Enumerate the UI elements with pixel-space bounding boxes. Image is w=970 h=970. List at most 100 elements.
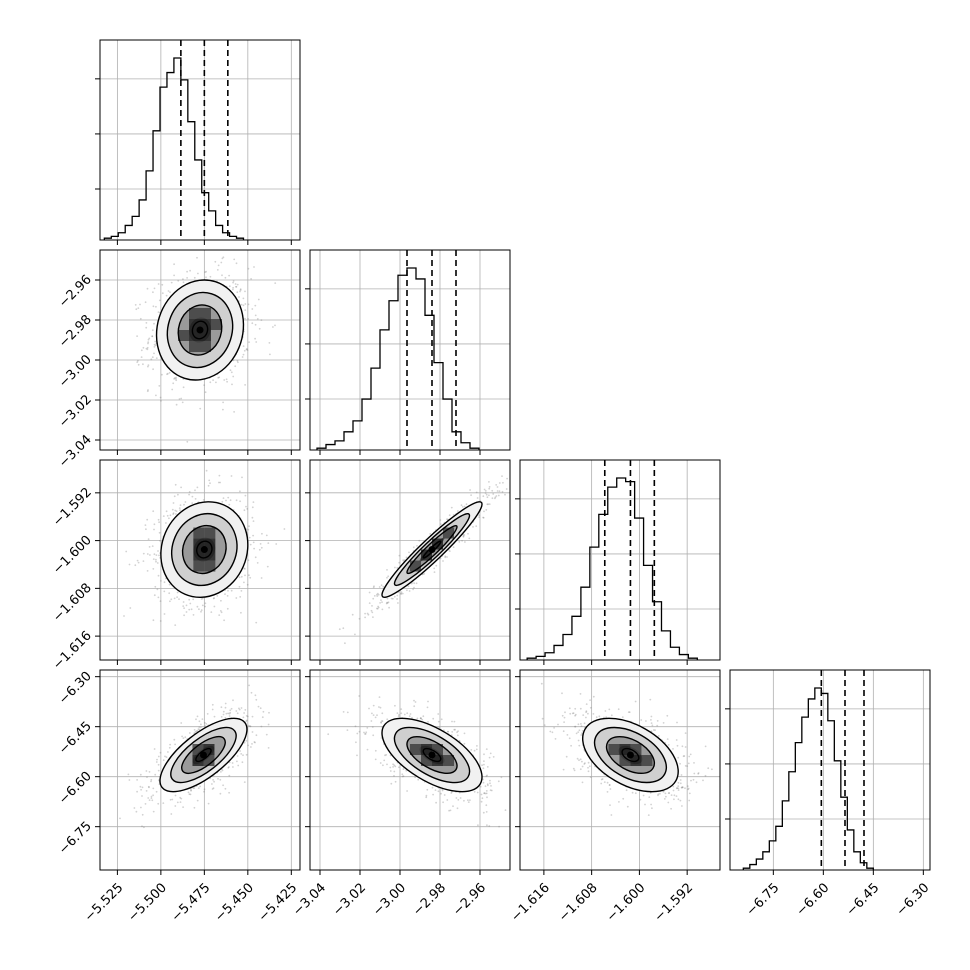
- scatter-point: [144, 803, 147, 805]
- scatter-point: [196, 715, 199, 718]
- hist-panel-3: [725, 669, 931, 871]
- scatter-point: [344, 642, 346, 645]
- scatter-point: [173, 597, 176, 600]
- scatter-point: [128, 779, 131, 781]
- scatter-point: [200, 723, 202, 726]
- scatter-point: [366, 727, 369, 729]
- density-block: [189, 341, 200, 352]
- scatter-point: [386, 576, 388, 579]
- scatter-point: [245, 348, 248, 351]
- scatter-point: [426, 706, 429, 709]
- scatter-point: [175, 379, 178, 382]
- scatter-point: [222, 784, 225, 787]
- scatter-point: [244, 568, 246, 570]
- scatter-point: [172, 513, 175, 515]
- scatter-point: [378, 586, 381, 588]
- scatter-point: [483, 792, 486, 794]
- scatter-point: [246, 348, 248, 350]
- scatter-point: [374, 716, 377, 719]
- scatter-point: [147, 785, 150, 788]
- scatter-point: [144, 524, 147, 526]
- scatter-point: [463, 799, 465, 802]
- scatter-point: [141, 795, 143, 797]
- scatter-point: [587, 766, 589, 769]
- scatter-point: [168, 517, 170, 520]
- scatter-point: [378, 696, 381, 698]
- scatter-point: [193, 787, 196, 789]
- scatter-point: [417, 778, 420, 781]
- scatter-point: [150, 778, 153, 781]
- scatter-point: [383, 759, 386, 762]
- scatter-point: [158, 299, 161, 302]
- scatter-point: [449, 809, 452, 812]
- scatter-point: [161, 283, 164, 286]
- scatter-point: [485, 790, 488, 792]
- scatter-point: [248, 525, 250, 528]
- contour-line-0: [195, 747, 212, 763]
- scatter-point: [185, 611, 188, 613]
- density-panel-3-0: [95, 669, 301, 875]
- scatter-point: [139, 785, 142, 788]
- scatter-point: [486, 766, 489, 768]
- scatter-point: [376, 595, 379, 597]
- scatter-point: [183, 503, 185, 506]
- density-block: [410, 744, 421, 755]
- scatter-point: [168, 592, 171, 595]
- scatter-point: [244, 384, 247, 386]
- scatter-point: [502, 481, 504, 484]
- scatter-point: [154, 344, 157, 347]
- scatter-point: [225, 712, 228, 715]
- panel-frame: [309, 249, 511, 451]
- scatter-point: [169, 798, 172, 801]
- scatter-point: [178, 507, 181, 509]
- scatter-point: [172, 512, 175, 514]
- scatter-point: [398, 554, 401, 557]
- scatter-point: [386, 597, 389, 600]
- scatter-point: [440, 718, 443, 721]
- scatter-point: [136, 790, 139, 793]
- scatter-point: [462, 536, 465, 538]
- scatter-point: [458, 541, 461, 543]
- scatter-point: [211, 783, 213, 785]
- scatter-point: [446, 556, 448, 558]
- scatter-point: [239, 490, 241, 493]
- scatter-point: [425, 794, 428, 797]
- scatter-point: [178, 598, 180, 600]
- density-block: [443, 755, 454, 766]
- scatter-point: [152, 787, 155, 790]
- scatter-point: [190, 608, 193, 611]
- density-block: [432, 538, 443, 550]
- scatter-point: [342, 711, 345, 713]
- scatter-point: [358, 617, 361, 620]
- scatter-point: [148, 786, 150, 789]
- density-block: [200, 319, 211, 330]
- scatter-point: [227, 766, 230, 769]
- scatter-point: [581, 781, 584, 784]
- scatter-point: [393, 775, 395, 777]
- scatter-point: [431, 786, 434, 789]
- scatter-point: [141, 813, 144, 816]
- scatter-point: [254, 304, 257, 307]
- scatter-point: [433, 567, 436, 570]
- scatter-point: [235, 710, 238, 712]
- scatter-point: [396, 567, 399, 569]
- scatter-point: [145, 770, 148, 772]
- scatter-point: [232, 375, 235, 378]
- scatter-point: [151, 799, 154, 802]
- scatter-point: [198, 728, 201, 731]
- scatter-point: [248, 341, 251, 343]
- scatter-point: [183, 607, 186, 609]
- scatter-point: [346, 711, 349, 714]
- scatter-point: [170, 281, 173, 284]
- scatter-point: [155, 554, 158, 556]
- scatter-point: [158, 521, 161, 524]
- scatter-point: [174, 794, 177, 797]
- scatter-point: [418, 539, 421, 542]
- scatter-point: [444, 555, 447, 558]
- density-block: [410, 560, 421, 572]
- density-content: [310, 460, 510, 660]
- panel-frame: [729, 669, 931, 871]
- scatter-point: [227, 589, 229, 592]
- scatter-point: [453, 720, 456, 723]
